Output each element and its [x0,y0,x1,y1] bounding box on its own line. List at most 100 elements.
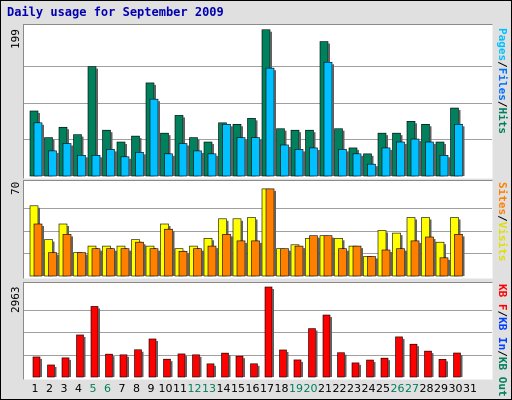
bar-kb-f-day-20 [308,328,318,378]
bar-sites-day-25 [381,249,392,277]
bar-sites-day-6 [106,248,117,277]
bar-sites-day-10 [164,228,175,277]
bar-sites-day-22 [338,248,349,277]
bar-sites-day-2 [48,252,59,277]
bar-kb-f-day-6 [105,353,115,378]
bar-sites-day-17 [265,188,276,277]
day-label-23: 23 [347,382,361,395]
legend-kbytes: KB F/KB In/KB Out [496,284,509,397]
bar-pages-day-23 [352,153,363,177]
day-label-9: 9 [147,382,155,395]
day-label-17: 17 [260,382,274,395]
legend-visits-sites: Sites/Visits [496,182,509,262]
day-label-25: 25 [376,382,390,395]
bar-kb-f-day-1 [32,356,42,378]
day-label-24: 24 [361,382,376,395]
bar-kb-f-day-13 [206,363,216,378]
day-label-15: 15 [231,382,245,395]
bar-kb-f-day-18 [279,349,289,378]
bar-pages-day-7 [120,156,131,177]
bar-pages-day-4 [77,155,88,177]
bar-kb-f-day-9 [148,338,158,378]
bar-sites-day-12 [193,248,204,277]
bar-kb-f-day-27 [409,343,419,378]
bar-sites-day-16 [251,240,262,277]
y-max-label-kbytes: 2963 [9,286,22,314]
day-label-21: 21 [318,382,332,395]
bar-kb-f-day-16 [250,363,260,378]
legend-visits: Visits [496,221,509,262]
bar-sites-day-5 [91,248,102,277]
bar-kb-f-day-25 [380,357,390,378]
bar-kb-f-day-29 [438,359,448,378]
day-label-10: 10 [158,382,173,395]
bar-kb-f-day-12 [192,354,202,378]
bar-pages-day-28 [425,141,436,177]
bar-pages-day-1 [33,122,44,177]
bar-sites-day-13 [207,245,218,277]
bar-pages-day-17 [265,67,276,177]
bar-pages-day-16 [251,137,262,177]
bar-pages-day-8 [135,152,146,177]
day-label-20: 20 [303,382,318,395]
day-label-26: 26 [390,382,405,395]
day-label-6: 6 [104,382,111,395]
bar-sites-day-29 [439,257,450,277]
day-label-4: 4 [75,382,82,395]
day-label-7: 7 [118,382,126,395]
legend-hits-files-pages: Pages/Files/Hits [496,28,509,134]
bar-sites-day-26 [396,248,407,277]
day-label-22: 22 [332,382,347,395]
bar-sites-day-8 [135,241,146,277]
bar-pages-day-15 [236,137,247,177]
bar-pages-day-22 [338,149,349,177]
day-label-18: 18 [274,382,289,395]
bar-sites-day-1 [33,223,44,277]
bar-kb-f-day-8 [134,349,144,378]
day-label-5: 5 [89,382,97,395]
day-label-8: 8 [133,382,140,395]
bar-kb-f-day-5 [90,306,100,378]
bar-pages-day-5 [91,155,102,177]
bar-sites-day-30 [454,234,465,277]
bar-sites-day-23 [352,245,363,277]
day-label-2: 2 [46,382,53,395]
legend-files: Files [496,67,509,101]
bar-pages-day-2 [48,150,59,177]
bar-sites-day-20 [309,235,320,277]
day-axis: 1 2 3 4 5 6 7 8 9 10 11 12 13 14 15 16 17 18 19 20 21 22 23 24 2… [23,382,491,396]
bar-pages-day-25 [381,147,392,177]
legend-kb-in: KB In [496,317,509,351]
bar-sites-day-4 [77,252,88,277]
legend-pages: Pages [496,28,509,62]
bar-pages-day-19 [294,149,305,177]
bar-kb-f-day-7 [119,354,129,378]
bar-kb-f-day-15 [235,355,245,378]
bar-pages-day-27 [410,138,421,177]
bar-kb-f-day-19 [293,359,303,378]
bar-pages-day-29 [439,155,450,177]
chart-title: Daily usage for September 2009 [7,5,224,19]
day-label-28: 28 [419,382,434,395]
day-label-11: 11 [173,382,187,395]
bar-sites-day-28 [425,236,436,277]
bar-pages-day-14 [222,123,233,177]
bar-pages-day-26 [396,141,407,177]
day-label-29: 29 [434,382,448,395]
bar-pages-day-6 [106,149,117,177]
day-label-30: 30 [448,382,463,395]
hits-files-pages-plot [24,29,492,177]
bar-sites-day-11 [178,251,189,277]
bar-kb-f-day-10 [163,358,173,378]
legend-hits: Hits [496,107,509,135]
day-label-3: 3 [60,382,68,395]
bar-kb-f-day-17 [264,286,274,378]
bar-sites-day-27 [410,240,421,277]
bar-sites-day-24 [367,256,378,277]
bar-kb-f-day-3 [61,357,71,378]
bar-pages-day-30 [454,123,465,177]
panel-kbytes [23,282,493,380]
day-label-1: 1 [31,382,39,395]
bar-pages-day-9 [149,98,160,177]
bar-kb-f-day-22 [337,352,347,378]
